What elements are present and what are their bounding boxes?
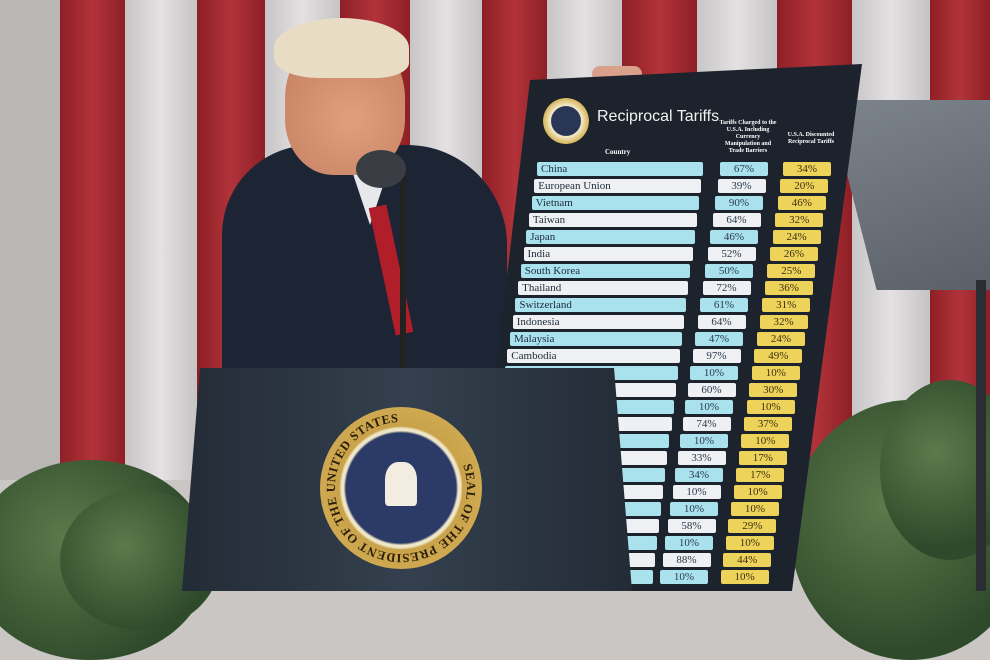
reciprocal-tariff-cell: 17% (736, 468, 785, 482)
board-seal (543, 98, 589, 144)
tariff-charged-cell: 10% (672, 485, 721, 499)
tariff-charged-cell: 46% (710, 230, 758, 244)
country-cell: Thailand (518, 281, 689, 295)
reciprocal-tariff-cell: 17% (738, 451, 787, 465)
reciprocal-tariff-cell: 49% (754, 349, 803, 363)
reciprocal-tariff-cell: 30% (749, 383, 798, 397)
country-cell: Malaysia (510, 332, 682, 346)
microphone-stand (400, 175, 406, 370)
reciprocal-tariff-cell: 31% (762, 298, 811, 312)
tariff-charged-cell: 33% (677, 451, 726, 465)
tariff-charged-cell: 58% (667, 519, 716, 533)
tariff-charged-cell: 64% (712, 213, 761, 227)
reciprocal-tariff-cell: 46% (777, 196, 826, 210)
reciprocal-tariff-cell: 32% (759, 315, 808, 329)
seal-text-path: SEAL OF THE PRESIDENT OF THE UNITED STAT… (324, 411, 478, 565)
country-cell: Cambodia (507, 349, 680, 363)
header-country: Country (605, 148, 631, 156)
tariff-charged-cell: 74% (682, 417, 731, 431)
seal-text-ring: SEAL OF THE PRESIDENT OF THE UNITED STAT… (324, 411, 478, 565)
country-cell: European Union (534, 179, 701, 193)
country-cell: Indonesia (512, 315, 685, 329)
reciprocal-tariff-cell: 29% (728, 519, 777, 533)
reciprocal-tariff-cell: 26% (770, 247, 818, 261)
reciprocal-tariff-cell: 36% (764, 281, 813, 295)
tariff-charged-cell: 10% (665, 536, 713, 550)
tariff-charged-cell: 39% (717, 179, 766, 193)
reciprocal-tariff-cell: 32% (775, 213, 824, 227)
country-cell: Taiwan (528, 213, 697, 227)
country-cell: South Korea (520, 264, 691, 278)
board-title: Reciprocal Tariffs (597, 108, 720, 125)
tariff-charged-cell: 47% (695, 332, 743, 346)
reciprocal-tariff-cell: 44% (723, 553, 772, 567)
reciprocal-tariff-cell: 37% (744, 417, 792, 431)
reciprocal-tariff-cell: 10% (725, 536, 774, 550)
tariff-charged-cell: 72% (702, 281, 751, 295)
tariff-charged-cell: 90% (715, 196, 763, 210)
reciprocal-tariff-cell: 34% (783, 162, 831, 176)
tariff-charged-cell: 64% (697, 315, 746, 329)
header-charged: Tariffs Charged to the U.S.A. Including … (719, 120, 777, 154)
country-cell: Switzerland (515, 298, 687, 312)
tariff-charged-cell: 34% (675, 468, 723, 482)
tariff-charged-cell: 10% (685, 400, 733, 414)
microphone-icon (356, 150, 406, 188)
seal-text: SEAL OF THE PRESIDENT OF THE UNITED STAT… (324, 411, 478, 565)
reciprocal-tariff-cell: 10% (751, 366, 800, 380)
speaker-hair (274, 18, 409, 78)
reciprocal-tariff-cell: 10% (741, 434, 790, 448)
reciprocal-tariff-cell: 24% (772, 230, 821, 244)
tariff-charged-cell: 61% (700, 298, 748, 312)
tariff-charged-cell: 10% (680, 434, 728, 448)
tariff-charged-cell: 97% (692, 349, 741, 363)
header-reciprocal: U.S.A. Discounted Reciprocal Tariffs (787, 132, 835, 145)
country-cell: Vietnam (531, 196, 699, 210)
tariff-charged-cell: 88% (662, 553, 711, 567)
country-cell: China (537, 162, 703, 176)
tariff-charged-cell: 10% (690, 366, 738, 380)
reciprocal-tariff-cell: 10% (731, 502, 779, 516)
reciprocal-tariff-cell: 24% (757, 332, 805, 346)
tariff-charged-cell: 67% (720, 162, 768, 176)
teleprompter-stand (976, 280, 986, 591)
reciprocal-tariff-cell: 20% (780, 179, 829, 193)
tariff-charged-cell: 10% (670, 502, 718, 516)
tariff-charged-cell: 52% (707, 247, 756, 261)
tariff-charged-cell: 50% (705, 264, 753, 278)
reciprocal-tariff-cell: 10% (720, 570, 769, 584)
country-cell: India (523, 247, 693, 261)
reciprocal-tariff-cell: 10% (733, 485, 782, 499)
seal-eagle-icon (385, 462, 417, 506)
tariff-charged-cell: 10% (660, 570, 708, 584)
tariff-charged-cell: 60% (687, 383, 736, 397)
reciprocal-tariff-cell: 25% (767, 264, 816, 278)
country-cell: Japan (526, 230, 695, 244)
reciprocal-tariff-cell: 10% (746, 400, 795, 414)
